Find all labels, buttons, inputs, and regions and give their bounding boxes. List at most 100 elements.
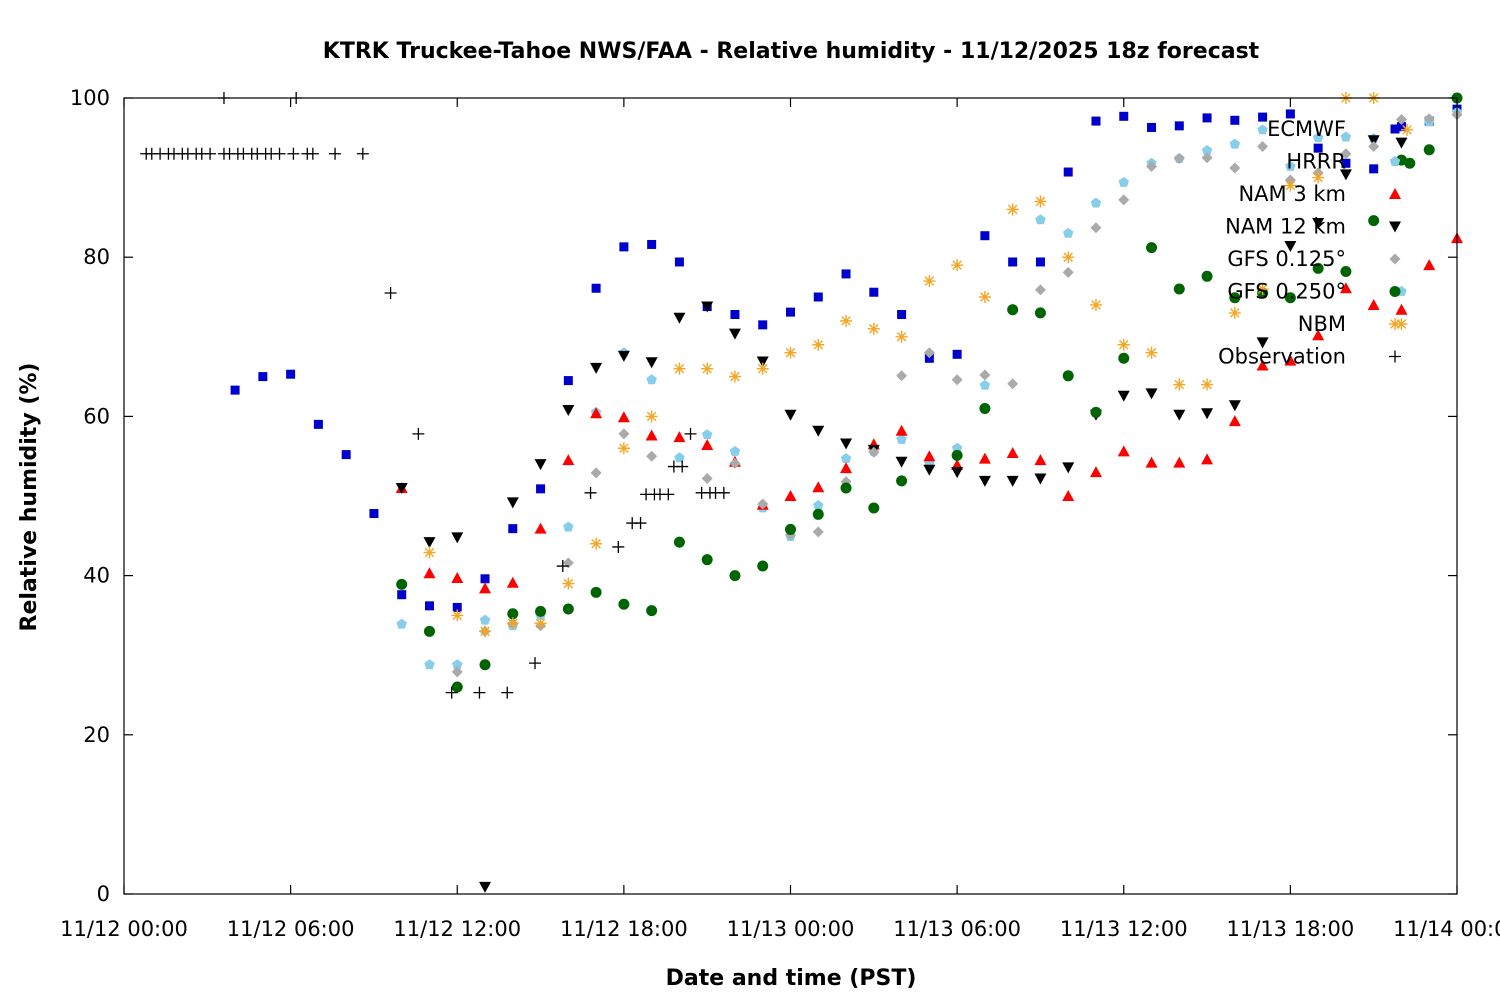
data-point xyxy=(952,349,962,359)
data-point xyxy=(1395,318,1408,331)
data-point xyxy=(645,357,658,369)
x-tick-label: 11/13 00:00 xyxy=(727,917,855,941)
data-point xyxy=(1090,197,1102,208)
data-point xyxy=(951,259,964,272)
data-point xyxy=(1062,266,1074,278)
data-point xyxy=(1258,112,1268,122)
data-point xyxy=(1201,378,1214,391)
data-point xyxy=(1284,241,1297,253)
data-point xyxy=(479,614,491,625)
data-point xyxy=(1312,329,1325,341)
data-point xyxy=(534,522,547,534)
data-point xyxy=(673,431,686,443)
data-point xyxy=(1340,266,1352,278)
data-point xyxy=(951,442,963,453)
data-point xyxy=(684,427,697,440)
data-point xyxy=(673,362,686,375)
data-point xyxy=(1146,242,1158,254)
data-point xyxy=(701,439,714,451)
legend-marker xyxy=(1390,124,1400,134)
data-point xyxy=(979,402,991,414)
data-point xyxy=(1090,222,1102,234)
data-point xyxy=(1423,259,1436,271)
data-point xyxy=(617,442,630,455)
data-point xyxy=(979,379,991,390)
data-point xyxy=(646,374,657,385)
data-point xyxy=(662,488,675,501)
data-point xyxy=(951,467,964,479)
data-point xyxy=(1285,109,1295,119)
legend-marker xyxy=(1389,221,1401,233)
data-point xyxy=(356,147,369,160)
data-point xyxy=(1256,337,1269,349)
data-point xyxy=(1201,408,1214,420)
plot-frame xyxy=(123,97,1458,895)
data-point xyxy=(562,577,575,590)
data-point xyxy=(1062,227,1074,238)
data-point xyxy=(1201,453,1214,465)
data-point xyxy=(1089,466,1102,478)
data-point xyxy=(840,482,852,494)
data-point xyxy=(1230,115,1240,125)
data-point xyxy=(701,429,713,440)
x-tick-label: 11/12 12:00 xyxy=(393,917,521,941)
data-point xyxy=(869,287,879,297)
data-point xyxy=(535,605,547,617)
x-tick-label: 11/12 06:00 xyxy=(227,917,355,941)
data-point xyxy=(1423,113,1435,125)
data-point xyxy=(1395,113,1407,125)
data-point xyxy=(728,328,741,340)
data-point xyxy=(1313,143,1323,153)
data-point xyxy=(729,457,741,469)
data-point xyxy=(501,686,514,699)
data-point xyxy=(1312,262,1324,274)
data-point xyxy=(868,502,880,514)
data-point xyxy=(590,467,602,479)
data-point xyxy=(812,526,824,538)
data-point xyxy=(563,376,573,386)
data-point xyxy=(978,291,991,303)
legend-label: NAM 12 km xyxy=(1225,215,1346,239)
data-point xyxy=(1146,160,1158,172)
data-point xyxy=(617,411,630,423)
data-point xyxy=(1145,456,1158,468)
data-point xyxy=(1228,306,1241,319)
data-point xyxy=(1008,257,1018,267)
data-point xyxy=(895,330,908,343)
data-point xyxy=(1256,359,1269,371)
data-point xyxy=(812,508,824,520)
data-point xyxy=(445,686,458,699)
data-point xyxy=(1340,131,1352,142)
data-point xyxy=(1284,354,1297,366)
legend-label: ECMWF xyxy=(1267,117,1346,141)
data-point xyxy=(451,532,464,544)
data-point xyxy=(1062,370,1074,382)
data-point xyxy=(676,460,689,473)
data-point xyxy=(812,481,825,493)
data-point xyxy=(384,287,397,300)
data-point xyxy=(895,456,908,468)
data-point xyxy=(1117,390,1130,402)
legend-label: GFS 0.250° xyxy=(1227,280,1346,304)
legend-label: NBM xyxy=(1298,312,1346,336)
data-point xyxy=(1367,298,1380,310)
data-point xyxy=(1202,113,1212,123)
data-point xyxy=(1173,456,1186,468)
data-point xyxy=(479,659,491,671)
data-point xyxy=(1285,160,1296,171)
data-point xyxy=(563,521,574,532)
y-tick-label: 20 xyxy=(83,723,110,747)
data-point xyxy=(396,618,407,629)
data-point xyxy=(1284,292,1296,304)
data-point xyxy=(1034,454,1047,466)
data-point xyxy=(562,405,575,417)
data-point xyxy=(1201,145,1213,155)
data-point xyxy=(645,410,658,423)
data-point xyxy=(451,609,464,622)
data-point xyxy=(1006,203,1019,216)
data-point xyxy=(1147,122,1157,132)
data-point xyxy=(717,486,730,499)
data-point xyxy=(506,497,519,509)
data-point xyxy=(673,312,686,324)
data-point xyxy=(978,475,991,487)
